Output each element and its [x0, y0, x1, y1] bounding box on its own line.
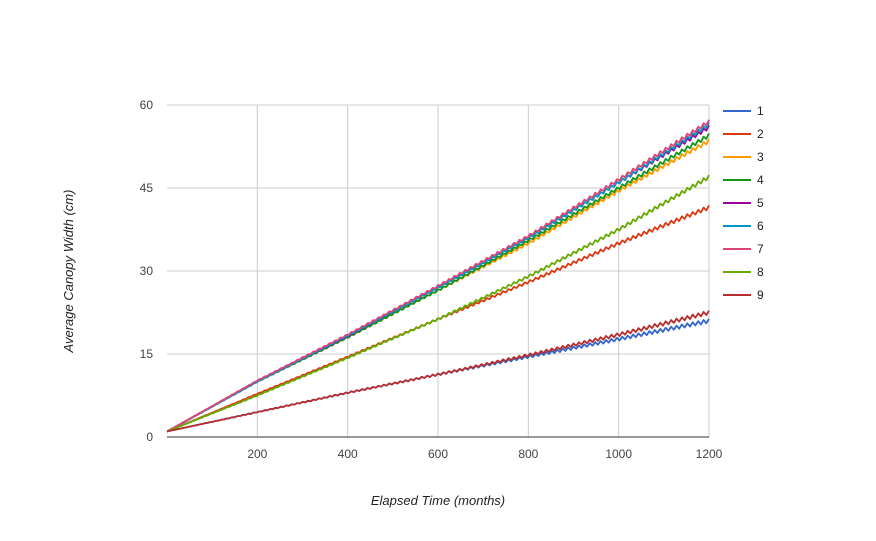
legend-label-5: 5	[757, 196, 764, 210]
x-tick-label: 600	[428, 447, 448, 461]
y-tick-label: 30	[140, 264, 154, 278]
x-tick-label: 200	[247, 447, 267, 461]
series-lines	[166, 119, 710, 433]
x-tick-label: 1000	[605, 447, 632, 461]
x-tick-label: 400	[338, 447, 358, 461]
series-line-9	[166, 310, 710, 433]
y-tick-label: 15	[140, 347, 154, 361]
y-tick-label: 45	[140, 181, 154, 195]
x-axis-title: Elapsed Time (months)	[371, 493, 505, 508]
y-axis-title: Average Canopy Width (cm)	[61, 190, 76, 354]
legend-label-8: 8	[757, 265, 764, 279]
gridlines	[167, 104, 710, 437]
x-tick-label: 1200	[696, 447, 723, 461]
legend: 1 2 3 4 5 6 7 8 9	[723, 104, 764, 302]
y-tick-label: 0	[146, 430, 153, 444]
legend-label-9: 9	[757, 288, 764, 302]
legend-label-7: 7	[757, 242, 764, 256]
legend-label-1: 1	[757, 104, 764, 118]
legend-label-6: 6	[757, 219, 764, 233]
legend-label-4: 4	[757, 173, 764, 187]
series-line-7	[166, 119, 710, 433]
series-line-8	[166, 174, 710, 433]
tick-labels: 0 15 30 45 60 200 400 600 800 1000 1200	[140, 98, 723, 461]
x-tick-label: 800	[518, 447, 538, 461]
legend-label-2: 2	[757, 127, 764, 141]
legend-label-3: 3	[757, 150, 764, 164]
y-tick-label: 60	[140, 98, 154, 112]
